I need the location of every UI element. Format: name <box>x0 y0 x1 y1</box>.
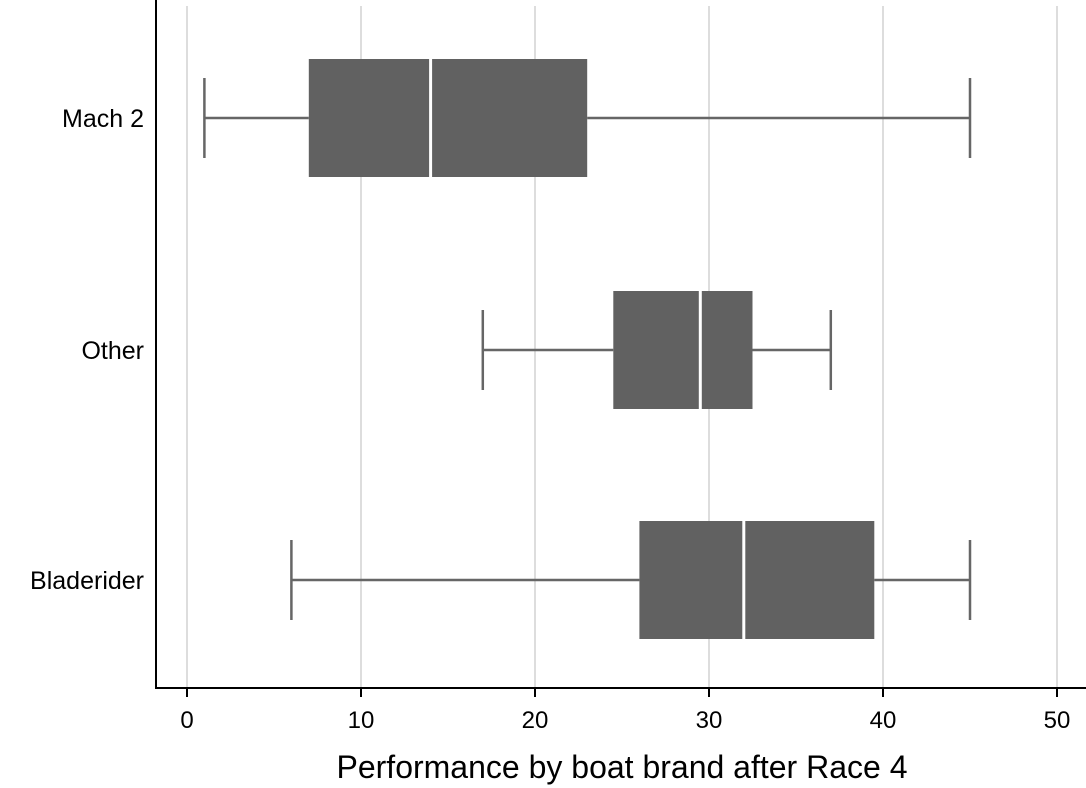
box-plot-series <box>203 59 972 639</box>
x-tick-label-10: 10 <box>348 707 375 734</box>
category-label-other: Other <box>81 337 144 365</box>
y-axis-categories: Mach 2 Other Bladerider <box>30 105 144 595</box>
x-axis-title: Performance by boat brand after Race 4 <box>337 749 908 785</box>
category-label-bladerider: Bladerider <box>30 567 144 595</box>
x-tick-label-40: 40 <box>870 707 897 734</box>
axes <box>155 0 1086 689</box>
x-tick-label-30: 30 <box>696 707 723 734</box>
x-tick-label-20: 20 <box>522 707 549 734</box>
category-label-mach-2: Mach 2 <box>62 105 144 133</box>
iqr-box <box>613 291 753 409</box>
box-bladerider <box>290 521 972 639</box>
box-other <box>481 291 833 409</box>
box-mach-2 <box>203 59 972 177</box>
iqr-box <box>308 59 588 177</box>
x-axis-ticks: 0 10 20 30 40 50 <box>180 688 1070 734</box>
x-tick-label-50: 50 <box>1044 707 1071 734</box>
x-tick-label-0: 0 <box>180 707 193 734</box>
iqr-box <box>639 521 875 639</box>
